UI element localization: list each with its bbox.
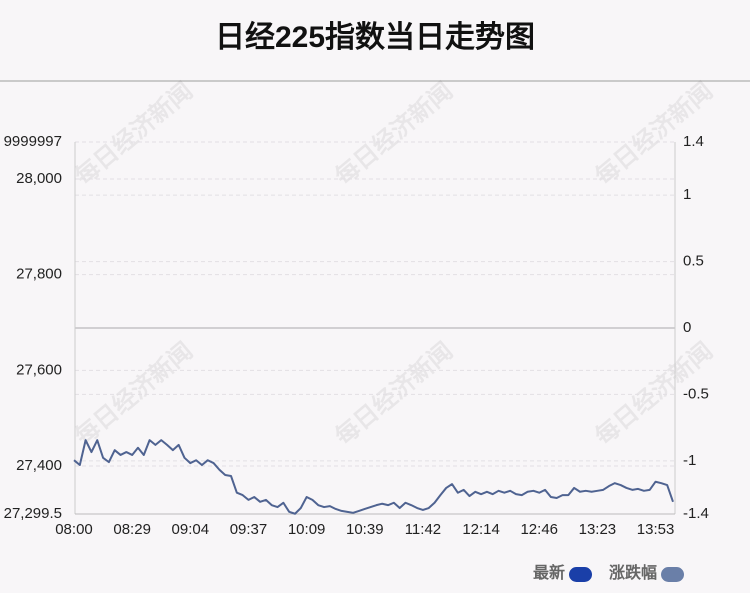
y-tick-label: 28,000 (16, 170, 62, 187)
legend-label: 涨跌幅 (609, 563, 657, 582)
x-tick-label: 12:46 (520, 521, 558, 538)
y-tick-label: 9999997 (4, 133, 62, 150)
y2-tick-label: -0.5 (683, 385, 709, 402)
x-tick-label: 10:39 (346, 521, 384, 538)
legend-swatch (661, 567, 685, 582)
x-tick-label: 09:37 (230, 521, 268, 538)
y2-tick-label: 0 (683, 319, 691, 336)
y2-tick-label: 0.5 (683, 253, 704, 270)
y2-tick-label: -1 (683, 452, 696, 469)
x-tick-label: 13:53 (637, 521, 675, 538)
y2-tick-label: 1.4 (683, 133, 704, 150)
price-line (73, 439, 674, 515)
y-tick-label: 27,800 (16, 266, 62, 283)
x-tick-label: 12:14 (462, 521, 500, 538)
y2-tick-label: -1.4 (683, 505, 709, 522)
legend-swatch (569, 567, 593, 582)
x-tick-label: 08:00 (55, 521, 93, 538)
legend-label: 最新 (533, 563, 565, 582)
x-tick-label: 13:23 (579, 521, 617, 538)
x-tick-label: 09:04 (172, 521, 210, 538)
y-tick-label: 27,600 (16, 361, 62, 378)
x-tick-label: 11:42 (405, 521, 441, 538)
x-tick-label: 10:09 (288, 521, 326, 538)
y-tick-label: 27,400 (16, 457, 62, 474)
x-tick-label: 08:29 (113, 521, 151, 538)
y-tick-label: 27,299.5 (4, 505, 62, 522)
chart-title: 日经225指数当日走势图 (215, 20, 535, 54)
y2-tick-label: 1 (683, 186, 691, 203)
